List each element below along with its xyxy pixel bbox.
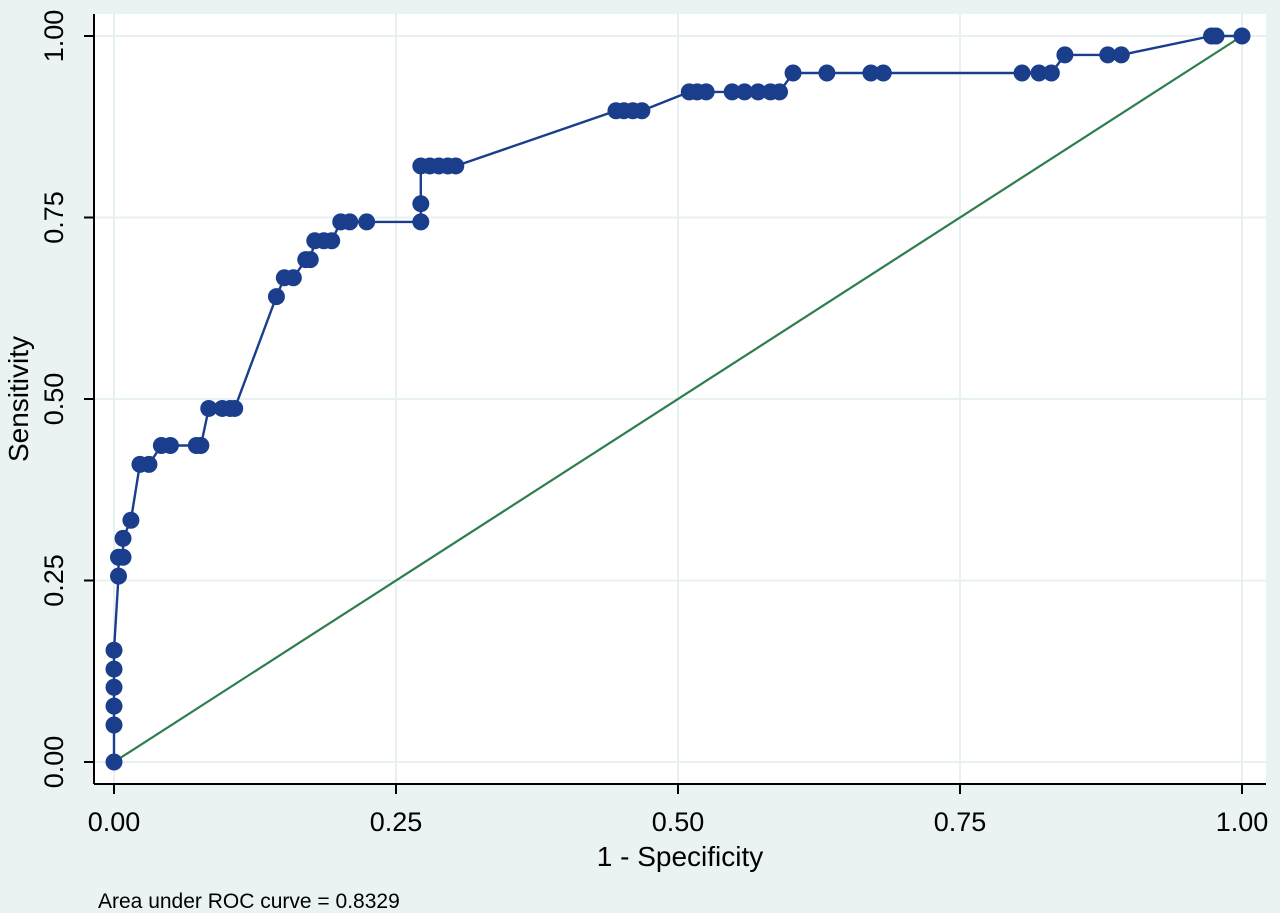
y-tick-label-3: 0.75: [39, 191, 69, 244]
roc-point-5: [105, 641, 123, 659]
roc-point-31: [358, 213, 376, 231]
roc-point-58: [1056, 46, 1074, 64]
roc-point-62: [1207, 27, 1225, 45]
roc-point-52: [818, 64, 836, 82]
y-tick-label-2: 0.50: [39, 373, 69, 426]
y-axis-title: Sensitivity: [3, 336, 34, 462]
roc-point-53: [862, 64, 880, 82]
x-tick-label-3: 0.75: [934, 807, 987, 837]
roc-point-8: [114, 548, 132, 566]
roc-point-33: [412, 195, 430, 213]
roc-point-9: [114, 529, 132, 547]
roc-point-10: [122, 511, 140, 529]
y-tick-label-4: 1.00: [39, 10, 69, 63]
roc-point-20: [226, 399, 244, 417]
roc-point-56: [1030, 64, 1048, 82]
x-tick-label-2: 0.50: [652, 807, 705, 837]
roc-point-6: [110, 567, 128, 585]
roc-point-63: [1233, 27, 1251, 45]
reference-line: [113, 35, 1243, 763]
roc-point-57: [1042, 64, 1060, 82]
axes: 0.00 0.25 0.50 0.75 1.00 0.00 0.25 0.50 0.75 1.00: [39, 10, 1268, 837]
roc-point-21: [267, 288, 285, 306]
roc-point-54: [874, 64, 892, 82]
roc-point-23: [284, 269, 302, 287]
roc-point-17: [200, 399, 218, 417]
roc-point-14: [161, 436, 179, 454]
roc-point-48: [749, 83, 767, 101]
x-tick-label-1: 0.25: [370, 807, 423, 837]
roc-point-47: [736, 83, 754, 101]
roc-curve-line: [112, 34, 1242, 762]
roc-point-42: [633, 102, 651, 120]
auc-note: Area under ROC curve = 0.8329: [98, 890, 400, 913]
roc-point-38: [447, 157, 465, 175]
roc-point-50: [771, 83, 789, 101]
roc-point-1: [105, 716, 123, 734]
roc-curve: [105, 27, 1251, 771]
x-tick-label-0: 0.00: [88, 807, 141, 837]
roc-point-32: [412, 213, 430, 231]
roc-point-2: [105, 697, 123, 715]
roc-point-55: [1013, 64, 1031, 82]
roc-point-51: [784, 64, 802, 82]
roc-point-25: [301, 251, 319, 269]
roc-point-59: [1099, 46, 1117, 64]
roc-point-3: [105, 678, 123, 696]
y-tick-label-0: 0.00: [39, 736, 69, 789]
y-tick-label-1: 0.25: [39, 554, 69, 607]
x-axis-title: 1 - Specificity: [597, 841, 764, 872]
roc-point-16: [192, 436, 210, 454]
roc-point-4: [105, 660, 123, 678]
roc-point-45: [697, 83, 715, 101]
roc-point-30: [341, 213, 359, 231]
roc-point-60: [1112, 46, 1130, 64]
reference-diagonal: [113, 35, 1243, 763]
roc-point-28: [323, 232, 341, 250]
roc-point-12: [140, 455, 158, 473]
roc-point-0: [105, 753, 123, 771]
x-tick-label-4: 1.00: [1216, 807, 1269, 837]
roc-point-46: [723, 83, 741, 101]
